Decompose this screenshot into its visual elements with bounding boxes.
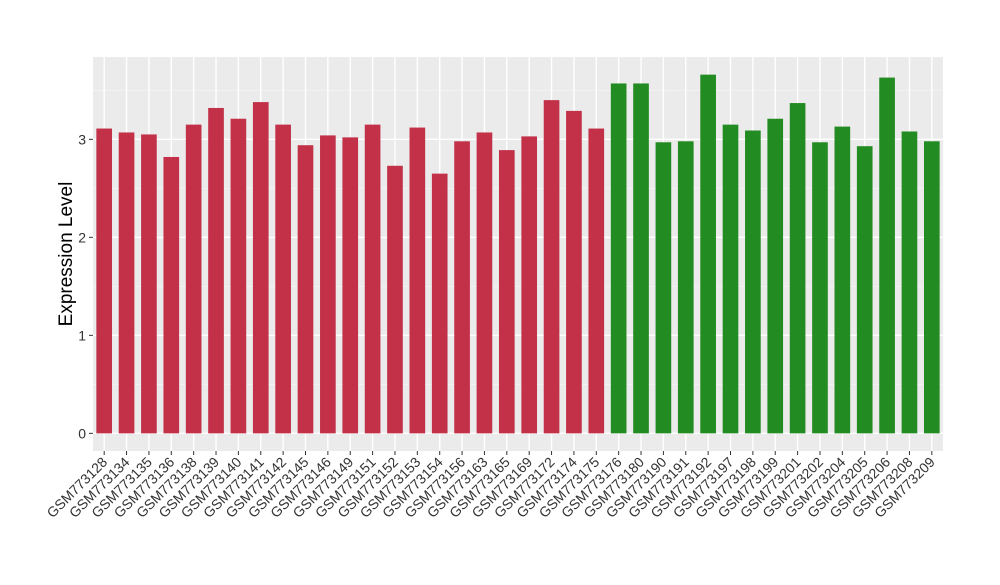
bar-GSM773156 <box>454 141 470 434</box>
bar-GSM773172 <box>543 100 560 434</box>
bar-GSM773140 <box>230 118 247 434</box>
bar-GSM773145 <box>297 145 314 434</box>
bar-GSM773206 <box>879 77 895 434</box>
y-axis-label: Expression Level <box>56 182 77 327</box>
bar-GSM773169 <box>521 136 538 434</box>
bar-GSM773174 <box>566 110 582 434</box>
bar-GSM773139 <box>208 107 224 434</box>
bar-GSM773209 <box>923 141 940 434</box>
y-tick-label: 3 <box>78 131 86 147</box>
bar-GSM773138 <box>185 124 202 434</box>
bar-GSM773136 <box>163 156 180 434</box>
bar-GSM773205 <box>856 146 873 434</box>
y-tick-label: 0 <box>78 425 86 441</box>
bar-GSM773163 <box>476 132 493 434</box>
bar-GSM773190 <box>655 142 672 434</box>
y-tick-label: 1 <box>78 327 86 343</box>
bar-GSM773153 <box>409 127 426 434</box>
bar-GSM773176 <box>610 83 627 434</box>
bar-GSM773165 <box>498 150 515 434</box>
bar-GSM773135 <box>141 134 157 434</box>
bar-GSM773151 <box>364 124 381 434</box>
bar-GSM773175 <box>588 128 605 434</box>
bar-GSM773204 <box>834 126 851 434</box>
bar-GSM773149 <box>342 137 359 434</box>
bar-GSM773154 <box>431 173 448 434</box>
bar-GSM773142 <box>275 124 291 434</box>
bars <box>96 74 940 434</box>
bar-GSM773199 <box>767 118 784 434</box>
bar-GSM773208 <box>901 131 918 434</box>
bar-GSM773192 <box>700 74 716 434</box>
bar-GSM773202 <box>812 142 828 434</box>
y-tick-label: 2 <box>78 229 86 245</box>
bar-GSM773152 <box>387 165 403 434</box>
y-axis: 0 1 2 3 <box>78 131 93 441</box>
bar-GSM773191 <box>677 141 694 434</box>
x-axis: GSM773128GSM773134GSM773135GSM773136GSM7… <box>43 451 938 521</box>
bar-GSM773134 <box>118 132 135 434</box>
bar-GSM773146 <box>320 135 336 434</box>
bar-GSM773201 <box>789 103 806 434</box>
bar-GSM773197 <box>722 124 739 434</box>
bar-GSM773141 <box>252 102 269 434</box>
bar-GSM773180 <box>633 83 649 434</box>
bar-GSM773128 <box>96 128 113 434</box>
bar-GSM773198 <box>745 130 761 434</box>
